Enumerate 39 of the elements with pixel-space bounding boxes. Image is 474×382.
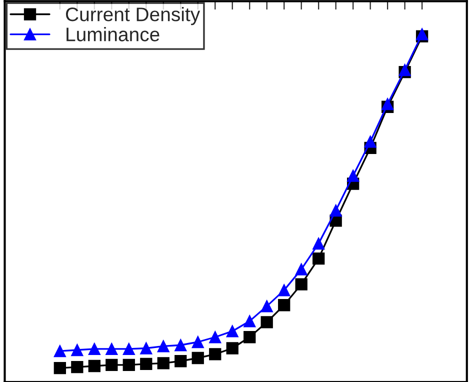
text: Current Density: [66, 6, 200, 26]
point: [54, 362, 66, 374]
point: [312, 252, 325, 265]
point: [278, 284, 290, 296]
point: [157, 340, 170, 352]
point: [174, 355, 187, 368]
point: [106, 342, 118, 356]
point: [312, 237, 325, 250]
point: [381, 98, 394, 110]
point: [244, 315, 256, 328]
legend-label: Luminance: [66, 27, 160, 42]
point: [226, 325, 238, 338]
point: [244, 331, 256, 344]
point: [122, 342, 135, 356]
point: [364, 136, 376, 148]
point: [226, 342, 238, 354]
point: [330, 204, 342, 217]
point: [192, 352, 204, 364]
point: [398, 64, 411, 76]
point: [88, 342, 100, 356]
point: [278, 299, 290, 312]
point: [71, 344, 84, 356]
point: [71, 360, 84, 374]
point: [260, 300, 273, 312]
point: [295, 263, 308, 276]
point: [140, 358, 152, 370]
point: [209, 331, 222, 344]
point: [192, 336, 204, 348]
point: [140, 342, 152, 354]
point: [295, 278, 308, 290]
point: [88, 360, 100, 372]
point: [54, 344, 66, 358]
point: [106, 358, 118, 372]
point: [209, 348, 222, 360]
point: [174, 339, 187, 352]
point: [122, 358, 135, 372]
point: [157, 357, 170, 370]
point: [347, 170, 360, 182]
point: [260, 316, 273, 328]
